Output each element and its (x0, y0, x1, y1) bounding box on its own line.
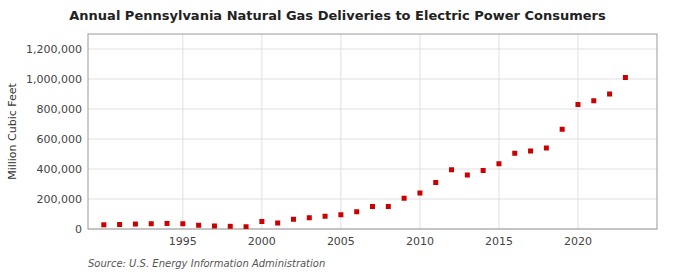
point (338, 212, 343, 217)
x-tick-label: 2005 (327, 235, 355, 248)
point (259, 219, 264, 224)
point (370, 204, 375, 209)
y-grid-line (88, 199, 657, 200)
point (133, 222, 138, 227)
y-grid-line (88, 139, 657, 140)
point (623, 75, 628, 80)
point (180, 221, 185, 226)
point (244, 224, 249, 229)
plot-frame (88, 34, 657, 229)
source-note: Source: U.S. Energy Information Administ… (88, 258, 325, 269)
chart-container: 0 200,000 400,000 600,000 800,000 1,000,000 1,… (0, 0, 675, 275)
point (212, 224, 217, 229)
point (291, 217, 296, 222)
point (481, 168, 486, 173)
point (465, 173, 470, 178)
y-tick-label: 600,000 (37, 133, 83, 146)
point (575, 102, 580, 107)
x-grid-line (182, 34, 183, 229)
point (386, 204, 391, 209)
y-grid-line (88, 169, 657, 170)
point (512, 151, 517, 156)
point (323, 214, 328, 219)
point (101, 222, 106, 227)
point (307, 215, 312, 220)
y-grid-line (88, 79, 657, 80)
points (101, 75, 628, 229)
y-tick-label: 1,000,000 (26, 73, 82, 86)
point (449, 167, 454, 172)
chart-svg: 0 200,000 400,000 600,000 800,000 1,000,000 1,… (0, 0, 675, 275)
point (354, 209, 359, 214)
point (165, 221, 170, 226)
point (560, 127, 565, 132)
point (275, 221, 280, 226)
point (228, 224, 233, 229)
y-tick-label: 400,000 (37, 163, 83, 176)
y-grid-line (88, 49, 657, 50)
x-grid-line (419, 34, 420, 229)
point (544, 146, 549, 151)
y-tick-label: 800,000 (37, 103, 83, 116)
plot-background (88, 34, 657, 229)
point (433, 180, 438, 185)
chart-title: Annual Pennsylvania Natural Gas Deliveri… (69, 8, 606, 23)
x-tick-label: 2020 (564, 235, 592, 248)
point (528, 149, 533, 154)
point (607, 92, 612, 97)
x-tick-label: 2000 (248, 235, 276, 248)
grid (88, 34, 657, 229)
x-grid-line (340, 34, 341, 229)
point (117, 222, 122, 227)
point (496, 161, 501, 166)
x-grid-line (498, 34, 499, 229)
y-grid-line (88, 109, 657, 110)
point (149, 221, 154, 226)
x-tick-label: 2010 (406, 235, 434, 248)
point (591, 98, 596, 103)
y-tick-label: 1,200,000 (26, 43, 82, 56)
point (402, 196, 407, 201)
axes: 0 200,000 400,000 600,000 800,000 1,000,000 1,… (26, 43, 592, 248)
y-tick-label: 200,000 (37, 193, 83, 206)
x-tick-label: 1995 (169, 235, 197, 248)
x-tick-label: 2015 (485, 235, 513, 248)
y-tick-label: 0 (75, 223, 82, 236)
point (196, 223, 201, 228)
point (417, 191, 422, 196)
x-grid-line (261, 34, 262, 229)
y-axis-label: Million Cubic Feet (6, 82, 19, 179)
x-grid-line (577, 34, 578, 229)
